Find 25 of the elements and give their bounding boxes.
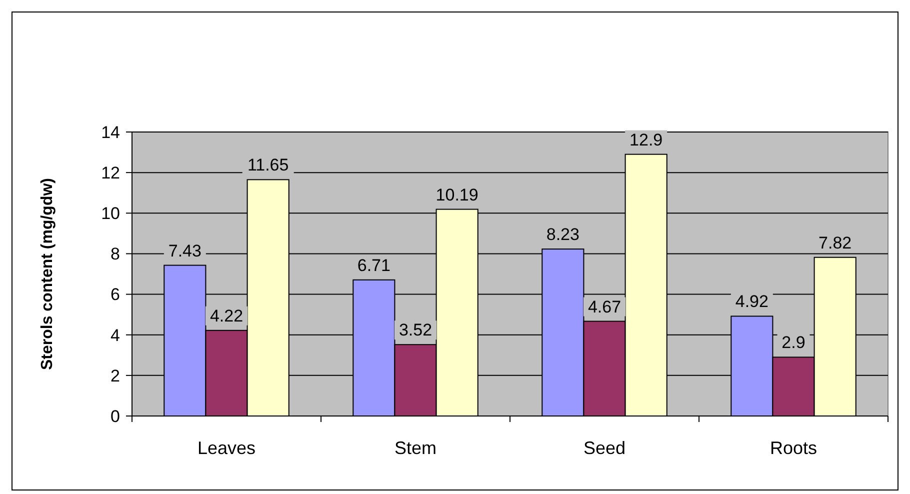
data-label: 10.19	[436, 185, 478, 204]
y-axis-title: Sterols content (mg/gdw)	[39, 178, 56, 370]
y-tick-label: 14	[101, 122, 120, 142]
x-tick-label: Roots	[770, 438, 818, 458]
data-label: 4.67	[588, 297, 622, 316]
data-label: 2.9	[782, 333, 806, 352]
data-label: 11.65	[247, 156, 289, 175]
data-label: 4.92	[735, 292, 768, 312]
x-tick-label: Leaves	[197, 438, 256, 458]
y-tick-label: 10	[101, 204, 120, 224]
y-tick-label: 12	[101, 164, 120, 183]
y-tick-label: 8	[110, 244, 120, 264]
y-tick-label: 4	[110, 326, 120, 345]
data-label: 6.71	[357, 256, 390, 275]
data-label: 4.22	[210, 306, 244, 326]
data-label: 3.52	[398, 320, 432, 340]
data-label: 8.23	[546, 225, 580, 244]
y-tick-label: 2	[110, 366, 120, 386]
x-tick-label: Seed	[583, 438, 626, 458]
data-label: 12.9	[630, 130, 663, 150]
x-tick-label: Stem	[394, 438, 437, 458]
y-tick-label: 0	[110, 406, 120, 426]
data-label: 7.43	[168, 241, 202, 260]
y-tick-label: 6	[110, 285, 120, 304]
data-label: 7.82	[818, 233, 852, 252]
